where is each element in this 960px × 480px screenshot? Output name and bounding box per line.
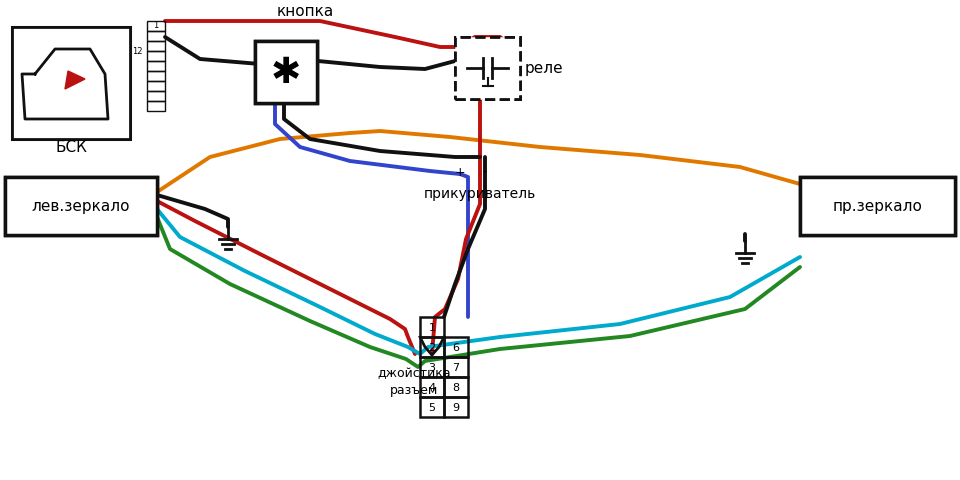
Polygon shape	[65, 72, 85, 90]
Text: 6: 6	[452, 342, 460, 352]
Bar	[147, 102, 165, 112]
Bar	[444, 357, 468, 377]
Bar	[420, 317, 444, 337]
Bar	[455, 38, 520, 100]
Text: 7: 7	[452, 362, 460, 372]
Text: ✱: ✱	[271, 56, 301, 90]
Bar	[147, 92, 165, 102]
Text: +: +	[455, 165, 466, 178]
Bar	[420, 397, 444, 417]
Bar	[444, 397, 468, 417]
Bar	[147, 42, 165, 52]
Bar	[147, 52, 165, 62]
Text: 5: 5	[428, 402, 436, 412]
Bar	[12, 28, 130, 140]
Bar	[255, 42, 317, 104]
Bar	[255, 42, 317, 104]
Text: разъем: разъем	[390, 384, 438, 396]
Text: БСК: БСК	[55, 140, 87, 155]
Bar	[420, 377, 444, 397]
Text: джойстика: джойстика	[377, 367, 451, 380]
Bar	[147, 82, 165, 92]
Text: 1: 1	[428, 323, 436, 332]
Bar	[800, 178, 955, 236]
Text: 12: 12	[132, 48, 143, 56]
Text: 2: 2	[428, 342, 436, 352]
Bar	[147, 22, 165, 32]
Bar	[455, 38, 520, 100]
Bar	[5, 178, 157, 236]
Text: 4: 4	[428, 382, 436, 392]
Bar	[12, 28, 130, 140]
Text: 1: 1	[154, 22, 158, 30]
Bar	[800, 178, 955, 236]
Bar	[5, 178, 157, 236]
Bar	[420, 357, 444, 377]
Bar	[420, 337, 444, 357]
Bar	[147, 62, 165, 72]
Text: кнопка: кнопка	[276, 4, 334, 20]
Bar	[444, 377, 468, 397]
Bar	[147, 72, 165, 82]
Text: 3: 3	[428, 362, 436, 372]
Text: реле: реле	[525, 61, 564, 76]
Text: 8: 8	[452, 382, 460, 392]
Bar	[444, 337, 468, 357]
Text: прикуриватель: прикуриватель	[424, 187, 536, 201]
Text: пр.зеркало: пр.зеркало	[832, 199, 923, 214]
Text: 9: 9	[452, 402, 460, 412]
Text: -: -	[483, 165, 488, 178]
Bar	[147, 32, 165, 42]
Text: лев.зеркало: лев.зеркало	[32, 199, 131, 214]
